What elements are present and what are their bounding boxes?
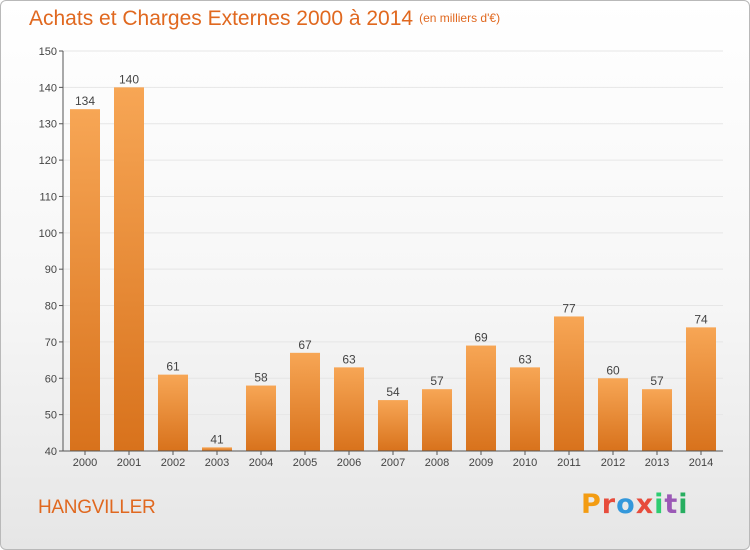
- x-tick-label: 2007: [381, 457, 405, 469]
- x-tick-label: 2014: [689, 457, 713, 469]
- bar-2014: [686, 327, 716, 451]
- bar-2007: [378, 400, 408, 451]
- bar-2008: [422, 389, 452, 451]
- chart-title: Achats et Charges Externes 2000 à 2014 (e…: [29, 7, 500, 31]
- bar-value-label: 69: [474, 331, 488, 345]
- chart-title-text: Achats et Charges Externes 2000 à 2014: [29, 7, 414, 30]
- bar-value-label: 41: [210, 432, 224, 446]
- y-tick-label: 70: [45, 337, 57, 349]
- x-tick-label: 2009: [469, 457, 493, 469]
- x-tick-label: 2005: [293, 457, 317, 469]
- data-labels: 134 140 61 41 58 67 63 54 57 69 63 77 60 57 74: [75, 72, 708, 446]
- x-tick-label: 2004: [249, 457, 273, 469]
- bar-value-label: 57: [650, 374, 664, 388]
- x-tick-label: 2000: [73, 457, 97, 469]
- bar-value-label: 140: [119, 72, 139, 86]
- bar-2010: [510, 367, 540, 451]
- x-tick-label: 2003: [205, 457, 229, 469]
- y-tick-label: 140: [39, 82, 57, 94]
- brand-letter: t: [664, 489, 679, 520]
- brand-letter: i: [678, 489, 689, 520]
- grid-lines: [63, 50, 723, 416]
- x-tick-label: 2002: [161, 457, 185, 469]
- bar-value-label: 54: [386, 385, 400, 399]
- bar-value-label: 63: [518, 352, 532, 366]
- proxiti-logo: Proxiti: [581, 489, 689, 520]
- bar-2001: [114, 87, 144, 451]
- bar-2003: [202, 447, 232, 451]
- y-tick-label: 80: [45, 301, 57, 313]
- brand-letter: x: [635, 489, 655, 520]
- x-tick-label: 2013: [645, 457, 669, 469]
- y-tick-label: 130: [39, 119, 57, 131]
- bar-value-label: 63: [342, 352, 356, 366]
- y-tick-label: 40: [45, 446, 57, 458]
- bars: [70, 87, 716, 451]
- bar-2011: [554, 316, 584, 451]
- axes: 40 50 60 70 80 90 100 110 120 130 140 150 2000 2001 20…: [39, 46, 723, 469]
- x-tick-label: 2010: [513, 457, 537, 469]
- bar-value-label: 134: [75, 94, 95, 108]
- brand-letter: P: [581, 489, 602, 520]
- brand-letter: r: [601, 489, 617, 520]
- x-tick-label: 2012: [601, 457, 625, 469]
- bar-value-label: 60: [606, 363, 620, 377]
- bar-2004: [246, 385, 276, 451]
- brand-letter: i: [654, 489, 665, 520]
- x-tick-label: 2011: [557, 457, 581, 469]
- y-tick-label: 120: [39, 155, 57, 167]
- y-tick-label: 50: [45, 410, 57, 422]
- y-tick-label: 100: [39, 228, 57, 240]
- bar-2013: [642, 389, 672, 451]
- bar-2009: [466, 345, 496, 451]
- bar-value-label: 77: [562, 301, 576, 315]
- commune-name: HANGVILLER: [38, 497, 156, 518]
- bar-value-label: 74: [694, 312, 708, 326]
- x-tick-label: 2006: [337, 457, 361, 469]
- bar-2006: [334, 367, 364, 451]
- x-tick-label: 2001: [117, 457, 141, 469]
- x-tick-label: 2008: [425, 457, 449, 469]
- y-tick-label: 90: [45, 264, 57, 276]
- bar-2002: [158, 374, 188, 451]
- bar-value-label: 57: [430, 374, 444, 388]
- chart-unit: (en milliers d'€): [419, 11, 501, 25]
- y-tick-label: 110: [39, 191, 57, 203]
- bar-value-label: 67: [298, 338, 312, 352]
- bar-value-label: 61: [166, 360, 180, 374]
- bar-2005: [290, 352, 320, 451]
- y-tick-label: 60: [45, 373, 57, 385]
- bar-value-label: 58: [254, 371, 268, 385]
- y-tick-label: 150: [39, 46, 57, 58]
- bar-2012: [598, 378, 628, 451]
- bar-2000: [70, 109, 100, 451]
- brand-letter: o: [616, 489, 636, 520]
